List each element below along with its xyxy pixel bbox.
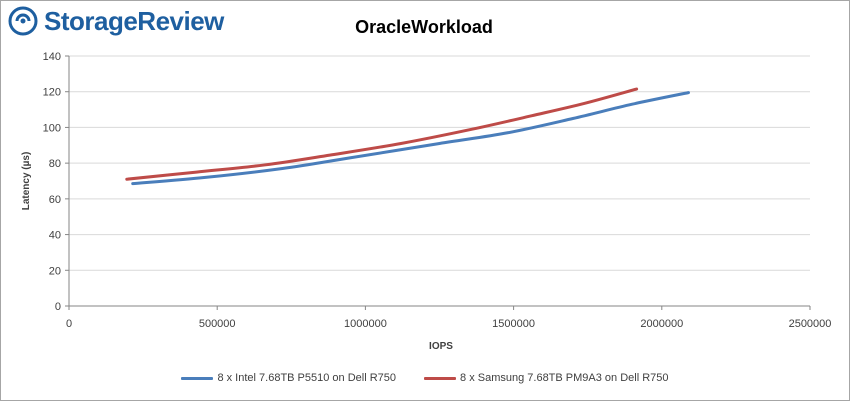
x-tick-label: 1000000 [344, 318, 387, 330]
legend-swatch-series-1 [181, 376, 214, 380]
y-tick-label: 80 [49, 158, 61, 170]
chart-title: OracleWorkload [355, 17, 493, 37]
y-tick-label: 100 [43, 122, 61, 134]
y-tick-label: 120 [43, 87, 61, 99]
series-line-2 [125, 87, 639, 181]
x-tick-label: 1500000 [492, 318, 535, 330]
x-tick-label: 2000000 [640, 318, 683, 330]
grid-lines [69, 55, 810, 271]
legend-item-series-2: 8 x Samsung 7.68TB PM9A3 on Dell R750 [424, 372, 669, 384]
x-axis-label: IOPS [429, 341, 453, 352]
x-tick-label: 2500000 [789, 318, 832, 330]
legend: 8 x Intel 7.68TB P5510 on Dell R750 8 x … [0, 372, 850, 384]
y-tick-label: 60 [49, 194, 61, 206]
series-line-1 [131, 91, 690, 186]
legend-swatch-series-2 [424, 376, 457, 380]
storagereview-logo-icon [8, 6, 38, 36]
legend-item-series-1: 8 x Intel 7.68TB P5510 on Dell R750 [181, 372, 396, 384]
legend-label-series-1: 8 x Intel 7.68TB P5510 on Dell R750 [217, 372, 397, 384]
y-tick-label: 0 [55, 301, 61, 313]
axes [65, 55, 811, 310]
y-tick-label: 20 [49, 265, 61, 277]
logo-text: StorageReview [44, 5, 224, 36]
y-axis-label: Latency (µs) [21, 152, 32, 211]
y-tick-labels: 0 20 40 60 80 100 120 140 [43, 51, 61, 313]
x-tick-label: 500000 [199, 318, 236, 330]
x-tick-label: 0 [66, 318, 72, 330]
x-tick-labels: 0 500000 1000000 1500000 2000000 2500000 [66, 318, 831, 330]
legend-label-series-2: 8 x Samsung 7.68TB PM9A3 on Dell R750 [460, 372, 669, 384]
brand-logo: StorageReview [8, 6, 224, 36]
y-tick-label: 40 [49, 230, 61, 242]
series-lines [125, 87, 690, 186]
y-tick-label: 140 [43, 51, 61, 63]
